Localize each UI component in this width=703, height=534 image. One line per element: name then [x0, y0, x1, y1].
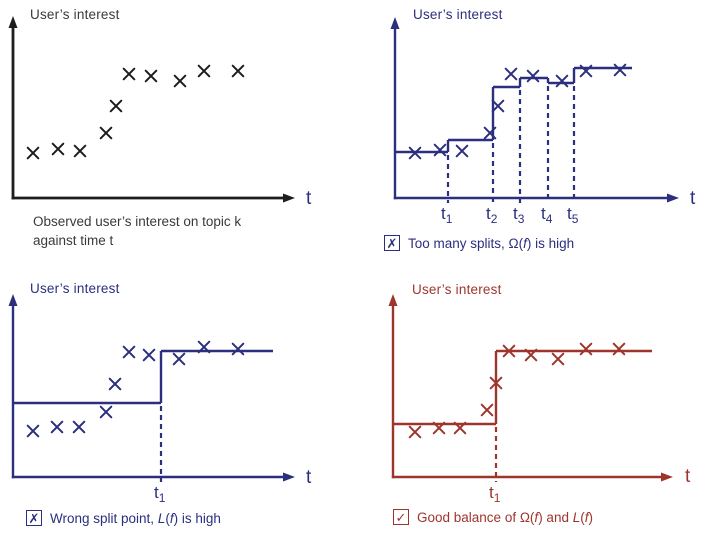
- svg-text:t1: t1: [154, 483, 166, 505]
- check-mark-icon: ✓: [395, 509, 407, 525]
- panel-title: User’s interest: [30, 7, 120, 22]
- caption-text: Wrong split point, L(f) is high: [50, 510, 221, 526]
- figure-caption-line-2: against time t: [33, 233, 114, 248]
- svg-text:t1: t1: [441, 204, 453, 226]
- caption-good-balance: ✓ Good balance of Ω(f) and L(f): [393, 508, 593, 526]
- x-axis-label: t: [306, 467, 312, 488]
- svg-text:t1: t1: [489, 483, 501, 505]
- figure-caption-line-1: Observed user’s interest on topic k: [33, 214, 242, 229]
- x-axis-label: t: [690, 188, 696, 209]
- checkbox-icon: ✓: [393, 509, 409, 525]
- x-axis-label: t: [306, 188, 312, 209]
- svg-text:t3: t3: [513, 204, 525, 226]
- x-mark-icon: ✗: [28, 510, 40, 526]
- panel-title: User’s interest: [30, 281, 120, 296]
- panel-title: User’s interest: [412, 282, 502, 297]
- panel-title: User’s interest: [413, 7, 503, 22]
- caption-wrong-split: ✗ Wrong split point, L(f) is high: [26, 509, 221, 527]
- svg-text:t5: t5: [567, 204, 579, 226]
- checkbox-icon: ✗: [384, 235, 400, 251]
- svg-text:t2: t2: [486, 204, 498, 226]
- caption-text: Good balance of Ω(f) and L(f): [417, 509, 593, 525]
- caption-too-many-splits: ✗ Too many splits, Ω(f) is high: [384, 234, 574, 252]
- x-mark-icon: ✗: [386, 235, 398, 251]
- caption-text: Too many splits, Ω(f) is high: [408, 235, 575, 251]
- x-axis-label: t: [685, 466, 691, 487]
- svg-text:t4: t4: [541, 204, 553, 226]
- checkbox-icon: ✗: [26, 510, 42, 526]
